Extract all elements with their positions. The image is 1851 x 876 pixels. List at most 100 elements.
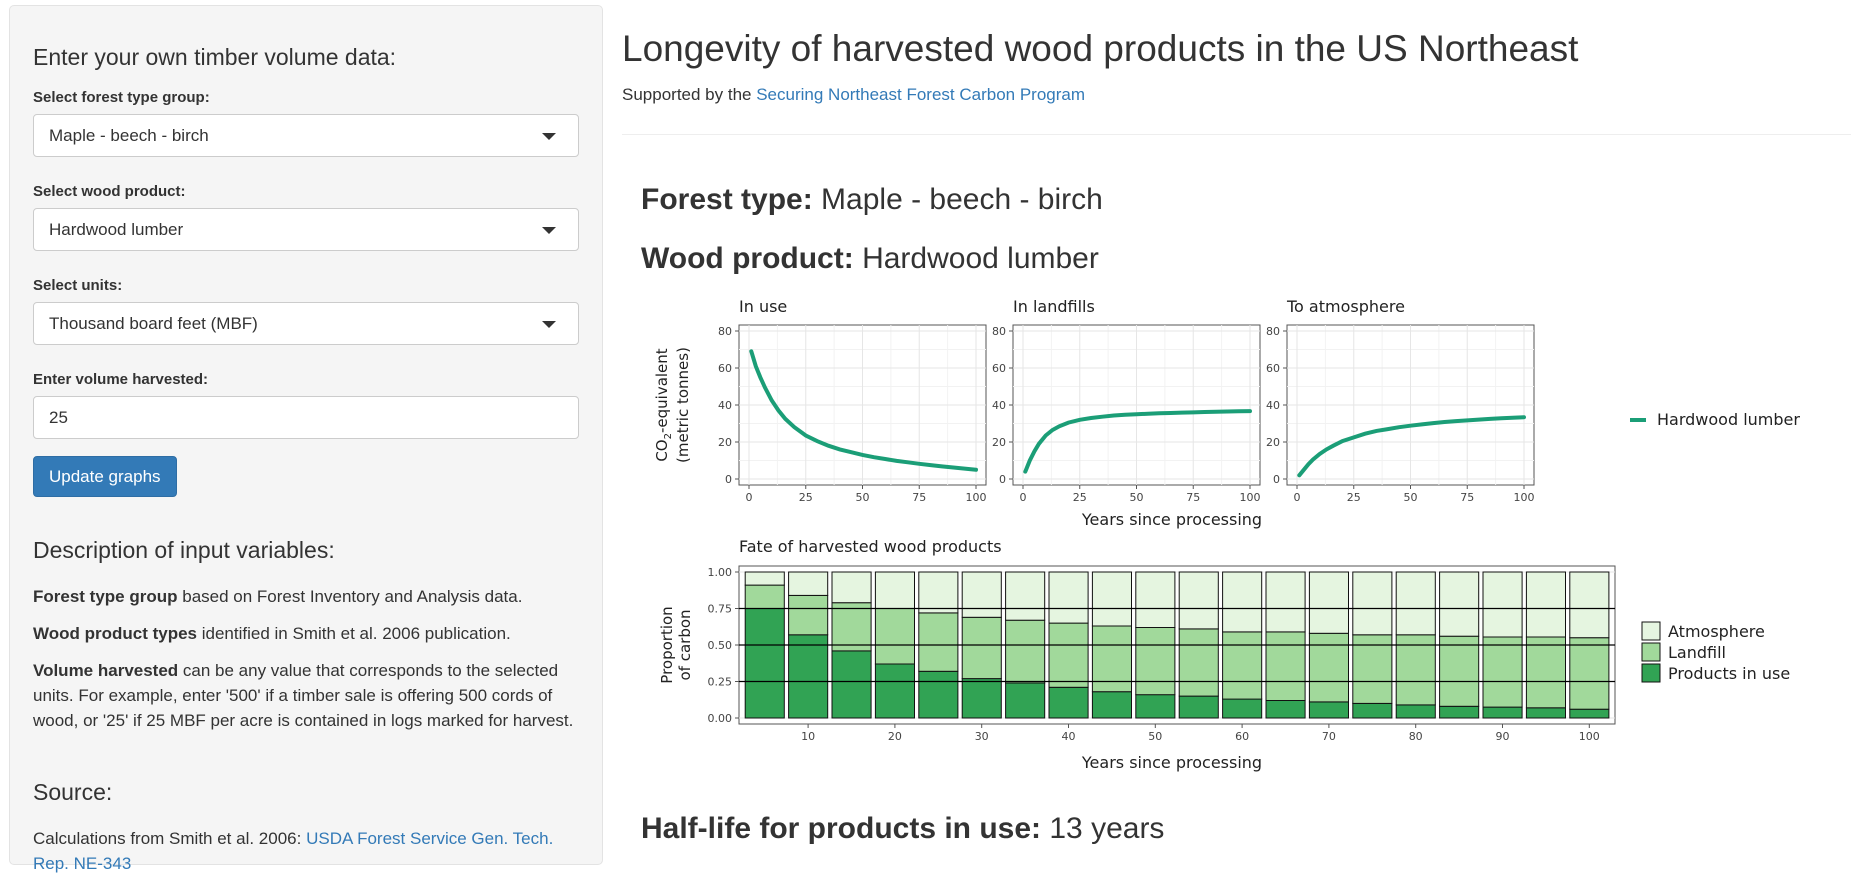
y-axis-label-part: CO [653, 439, 671, 461]
bar-segment [1569, 571, 1610, 639]
description-heading: Description of input variables: [33, 537, 335, 563]
wood-product-heading-value: Hardwood lumber [853, 242, 1099, 275]
bar-segment [1352, 702, 1393, 719]
bar-segment [1482, 571, 1523, 638]
bar-segment [1352, 634, 1393, 704]
sidebar-heading: Enter your own timber volume data: [33, 44, 397, 70]
x-tick-label: 60 [1235, 730, 1249, 743]
bar-segment [874, 663, 915, 719]
support-link[interactable]: Securing Northeast Forest Carbon Program [756, 85, 1086, 104]
description-wood-product: Wood product types identified in Smith e… [33, 621, 578, 646]
y-tick-label: 20 [718, 436, 732, 449]
bar-segment [1569, 637, 1610, 710]
description-text: based on Forest Inventory and Analysis d… [177, 587, 523, 606]
bar-segment [1178, 628, 1219, 697]
y-tick-label: 80 [1266, 325, 1280, 338]
y-tick-label: 60 [718, 362, 732, 375]
bar-segment [961, 678, 1002, 719]
bar-segment [1222, 698, 1263, 719]
panel-title: In use [739, 297, 787, 316]
bar-segment [788, 571, 829, 596]
x-tick-label: 20 [888, 730, 902, 743]
bar-segment [961, 571, 1002, 618]
bar-segment [1222, 571, 1263, 633]
support-prefix: Supported by the [622, 85, 757, 104]
panel-title: In landfills [1013, 297, 1095, 316]
x-tick-label: 0 [1294, 491, 1301, 504]
bar-segment [874, 608, 915, 665]
series-line [1023, 409, 1252, 474]
half-life-heading: Half-life for products in use: 13 years [641, 812, 1164, 846]
units-value: Thousand board feet (MBF) [49, 314, 258, 333]
volume-label: Enter volume harvested: [33, 371, 209, 388]
forest-type-value: Maple - beech - birch [49, 126, 209, 145]
bar-segment [1091, 625, 1132, 693]
x-tick-label: 50 [1148, 730, 1162, 743]
support-line: Supported by the Securing Northeast Fore… [622, 85, 1085, 105]
description-text: identified in Smith et al. 2006 publicat… [197, 624, 511, 643]
page-title: Longevity of harvested wood products in … [622, 28, 1579, 69]
y-tick-label: 20 [1266, 436, 1280, 449]
bar-segment [1395, 571, 1436, 636]
bar-segment [1135, 627, 1176, 696]
half-life-label: Half-life for products in use: [641, 812, 1042, 845]
chevron-down-icon [542, 133, 556, 140]
x-tick-label: 100 [1579, 730, 1600, 743]
x-tick-label: 10 [801, 730, 815, 743]
y-axis-label-line2: of carbon [676, 609, 694, 680]
x-tick-label: 90 [1496, 730, 1510, 743]
y-tick-label: 80 [718, 325, 732, 338]
x-tick-label: 25 [799, 491, 813, 504]
bar-segment [1439, 705, 1480, 719]
bar-segment [1048, 686, 1089, 719]
bar-segment [1091, 571, 1132, 627]
wood-product-select[interactable]: Hardwood lumber [33, 208, 579, 251]
series-line [1297, 415, 1526, 478]
source-prefix: Calculations from Smith et al. 2006: [33, 829, 307, 848]
bar-segment [1178, 695, 1219, 719]
bar-segment [1395, 634, 1436, 706]
description-term: Wood product types [33, 624, 198, 643]
bar-segment [1308, 571, 1350, 634]
update-graphs-button[interactable]: Update graphs [33, 456, 177, 497]
y-tick-label: 60 [992, 362, 1006, 375]
bar-segment [1395, 704, 1436, 719]
bar-segment [874, 571, 915, 609]
x-tick-label: 50 [856, 491, 870, 504]
x-tick-label: 25 [1073, 491, 1087, 504]
description-volume: Volume harvested can be any value that c… [33, 658, 578, 733]
x-tick-label: 0 [746, 491, 753, 504]
forest-type-select[interactable]: Maple - beech - birch [33, 114, 579, 157]
y-axis-label: CO2-equivalent [653, 348, 674, 461]
x-tick-label: 75 [1186, 491, 1200, 504]
y-tick-label: 40 [718, 399, 732, 412]
wood-product-heading: Wood product: Hardwood lumber [641, 242, 1099, 276]
bar-segment [744, 608, 785, 719]
y-tick-label: 1.00 [708, 566, 733, 579]
bar-segment [1482, 636, 1523, 708]
bar-segment [918, 571, 959, 614]
x-tick-label: 75 [1460, 491, 1474, 504]
legend-label: Hardwood lumber [1657, 410, 1800, 429]
bar-segment [1439, 571, 1480, 637]
bar-segment [788, 634, 829, 719]
bar-segment [1308, 701, 1350, 719]
y-axis-label-part: -equivalent [653, 348, 671, 433]
bar-segment [1005, 682, 1046, 719]
y-tick-label: 0.75 [708, 603, 733, 616]
bar-segment [1135, 571, 1176, 628]
bar-segment [1005, 571, 1046, 621]
y-tick-label: 0 [725, 473, 732, 486]
y-axis-label: Proportion [658, 606, 676, 683]
bar-segment [744, 571, 785, 586]
chevron-down-icon [542, 227, 556, 234]
units-select[interactable]: Thousand board feet (MBF) [33, 302, 579, 345]
x-axis-label: Years since processing [1081, 753, 1262, 772]
divider [622, 134, 1851, 135]
bar-segment [918, 670, 959, 719]
volume-input[interactable]: 25 [33, 396, 579, 439]
wood-product-value: Hardwood lumber [49, 220, 184, 239]
bar-segment [831, 602, 872, 652]
legend-key [1641, 663, 1661, 683]
x-tick-label: 50 [1404, 491, 1418, 504]
